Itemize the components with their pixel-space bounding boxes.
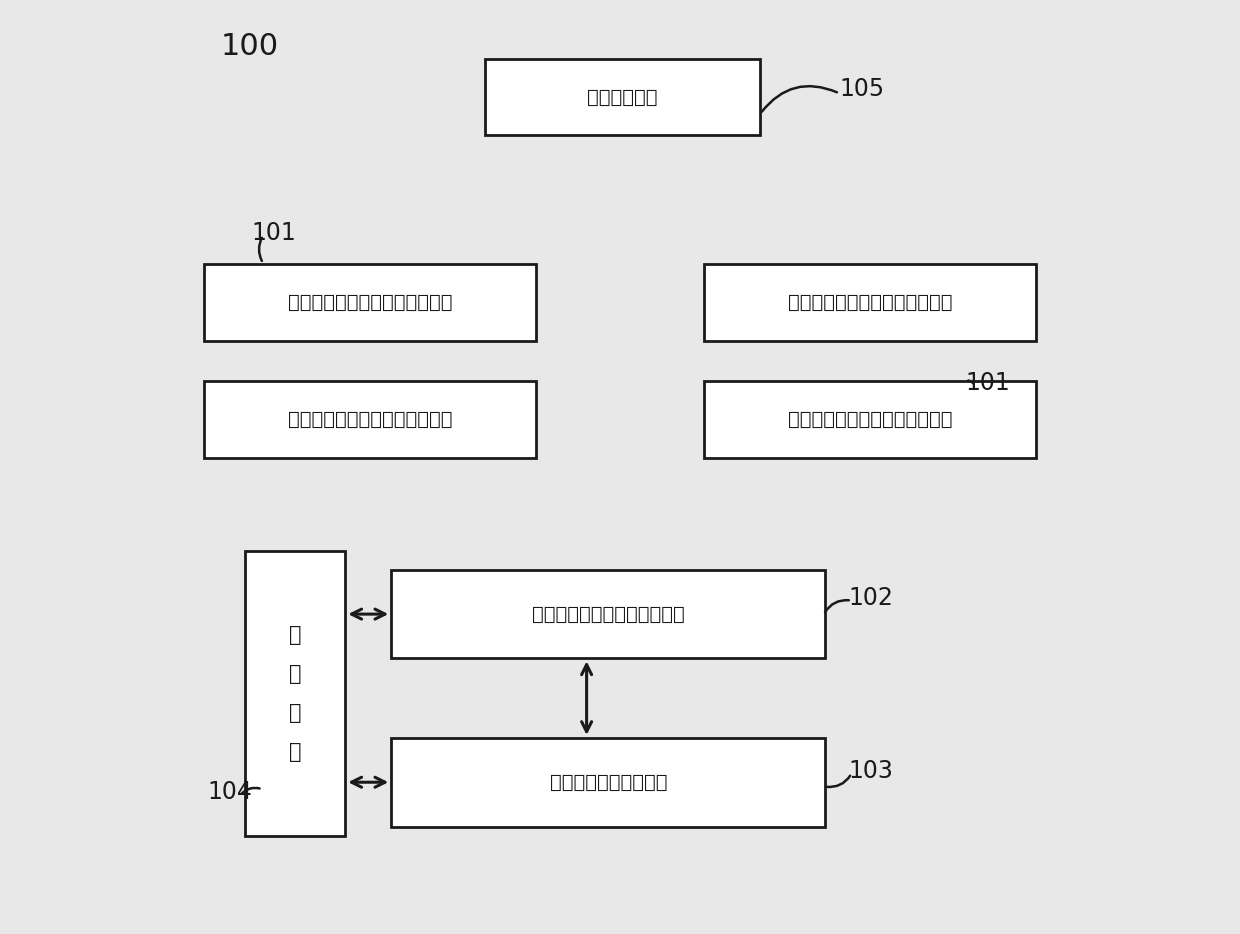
Text: 信号发射节点（信号发射模块）: 信号发射节点（信号发射模块） [787, 293, 952, 312]
Bar [391, 738, 826, 827]
Text: 105: 105 [839, 77, 884, 101]
Text: 节点部署模块: 节点部署模块 [587, 88, 657, 106]
Bar [205, 381, 536, 458]
Bar [205, 264, 536, 341]
Bar [704, 381, 1035, 458]
Text: 100: 100 [221, 32, 278, 62]
Text: 信号发射节点（信号发射模块）: 信号发射节点（信号发射模块） [787, 410, 952, 429]
Text: 定
位
模
块: 定 位 模 块 [289, 625, 301, 762]
Bar [244, 551, 346, 836]
Text: 103: 103 [849, 758, 894, 783]
Text: 路径损耗因子估计模块: 路径损耗因子估计模块 [549, 772, 667, 792]
Bar [485, 59, 760, 135]
Text: 待定位节点（信号接收模块）: 待定位节点（信号接收模块） [532, 604, 684, 624]
Bar [391, 570, 826, 658]
Text: 101: 101 [966, 371, 1011, 395]
Text: 信号发射节点（信号发射模块）: 信号发射节点（信号发射模块） [288, 410, 453, 429]
Bar [704, 264, 1035, 341]
Text: 信号发射节点（信号发射模块）: 信号发射节点（信号发射模块） [288, 293, 453, 312]
Text: 101: 101 [250, 221, 296, 246]
Text: 104: 104 [207, 780, 252, 804]
Text: 102: 102 [849, 586, 894, 610]
